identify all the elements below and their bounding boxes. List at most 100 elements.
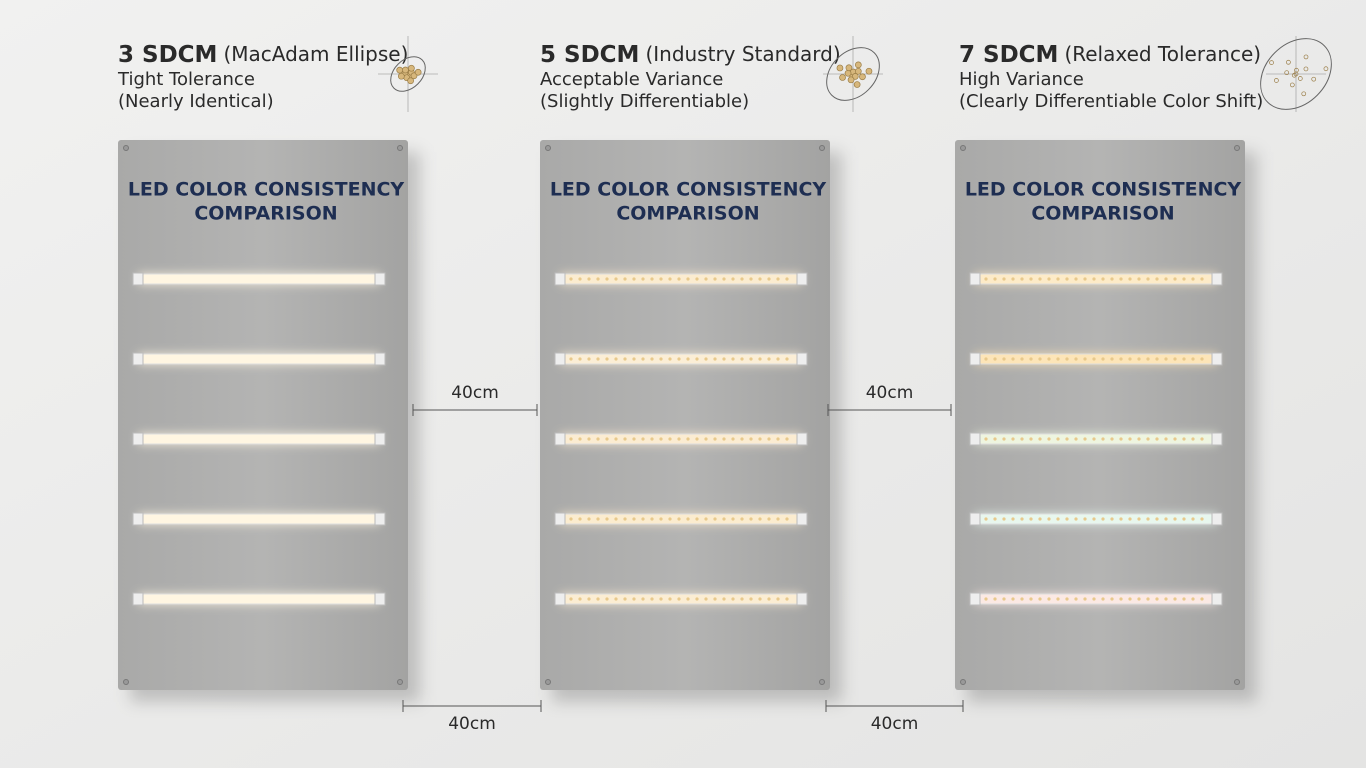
led-chip (614, 357, 618, 361)
led-chip (569, 357, 573, 361)
led-chip (1011, 357, 1015, 361)
led-chip (686, 357, 690, 361)
led-chip (749, 277, 753, 281)
led-chip (993, 277, 997, 281)
led-chip (1164, 597, 1168, 601)
panel-subtitle: (Clearly Differentiable Color Shift) (959, 91, 1263, 112)
end-cap (554, 512, 566, 526)
led-chip (1110, 517, 1114, 521)
icon-dot (1286, 59, 1291, 65)
led-chip (1146, 597, 1150, 601)
led-chip (740, 437, 744, 441)
led-chip (1047, 277, 1051, 281)
led-chip (623, 597, 627, 601)
led-chip (993, 517, 997, 521)
led-chip (668, 437, 672, 441)
end-cap (1211, 272, 1223, 286)
led-chip (1146, 357, 1150, 361)
heading-note: (MacAdam Ellipse) (223, 42, 408, 66)
led-chip (1173, 597, 1177, 601)
led-chip (578, 277, 582, 281)
led-chip (1137, 517, 1141, 521)
led-chip (731, 437, 735, 441)
led-chip (677, 277, 681, 281)
end-cap (969, 352, 981, 366)
led-chip (614, 517, 618, 521)
led-chip (1200, 597, 1204, 601)
icon-ellipse (1260, 38, 1332, 110)
led-chip (695, 517, 699, 521)
led-chip (1020, 517, 1024, 521)
icon-dot (859, 73, 866, 81)
led-chip (614, 437, 618, 441)
led-chip (776, 277, 780, 281)
led-chip (776, 437, 780, 441)
led-chip (641, 277, 645, 281)
end-cap (374, 512, 386, 526)
heading-bold: 5 SDCM (540, 42, 639, 68)
led-chip (569, 517, 573, 521)
led-chip (641, 437, 645, 441)
led-chip (1029, 357, 1033, 361)
led-chip (1164, 517, 1168, 521)
led-chip (722, 357, 726, 361)
led-chip (578, 597, 582, 601)
led-chip (1002, 517, 1006, 521)
led-chip (758, 277, 762, 281)
led-chip (1011, 277, 1015, 281)
end-cap (132, 352, 144, 366)
icon-dot (853, 81, 861, 88)
panel-subtitle: High Variance (959, 69, 1084, 90)
icon-dot (844, 69, 852, 77)
led-chip (1182, 277, 1186, 281)
led-chip (1137, 357, 1141, 361)
led-chip (1200, 357, 1204, 361)
led-chip (578, 437, 582, 441)
led-chip (686, 277, 690, 281)
end-cap (969, 512, 981, 526)
end-cap (132, 512, 144, 526)
screw (397, 145, 403, 151)
dimension-label: 40cm (448, 714, 496, 734)
led-chip (1128, 357, 1132, 361)
led-chip (722, 597, 726, 601)
led-chip (569, 437, 573, 441)
led-chip (704, 437, 708, 441)
led-chip (623, 277, 627, 281)
led-chip (740, 357, 744, 361)
led-chip (1110, 437, 1114, 441)
led-chip (1074, 517, 1078, 521)
led-chip (1101, 597, 1105, 601)
panel-subtitle: Acceptable Variance (540, 69, 723, 90)
led-chip (1002, 437, 1006, 441)
led-chip (1155, 517, 1159, 521)
led-chip (740, 277, 744, 281)
led-chip (785, 597, 789, 601)
screw (123, 145, 129, 151)
led-chip (1047, 357, 1051, 361)
dimension-label: 40cm (871, 714, 919, 734)
screw (123, 679, 129, 685)
led-chip (659, 437, 663, 441)
led-chip (650, 437, 654, 441)
led-chip (1164, 437, 1168, 441)
led-chip (722, 517, 726, 521)
led-chip (713, 597, 717, 601)
heading-note: (Industry Standard) (645, 42, 840, 66)
led-chip (776, 357, 780, 361)
led-chip (1092, 437, 1096, 441)
led-chip (749, 517, 753, 521)
led-chip (1083, 357, 1087, 361)
end-cap (554, 432, 566, 446)
end-cap (1211, 592, 1223, 606)
icon-dot (854, 61, 862, 69)
led-chip (1191, 357, 1195, 361)
board-title: COMPARISON (616, 203, 759, 225)
led-chip (1065, 517, 1069, 521)
icon-dot (1301, 91, 1307, 97)
led-chip (1056, 437, 1060, 441)
led-chip (578, 357, 582, 361)
led-chip (713, 277, 717, 281)
led-chip (1074, 437, 1078, 441)
